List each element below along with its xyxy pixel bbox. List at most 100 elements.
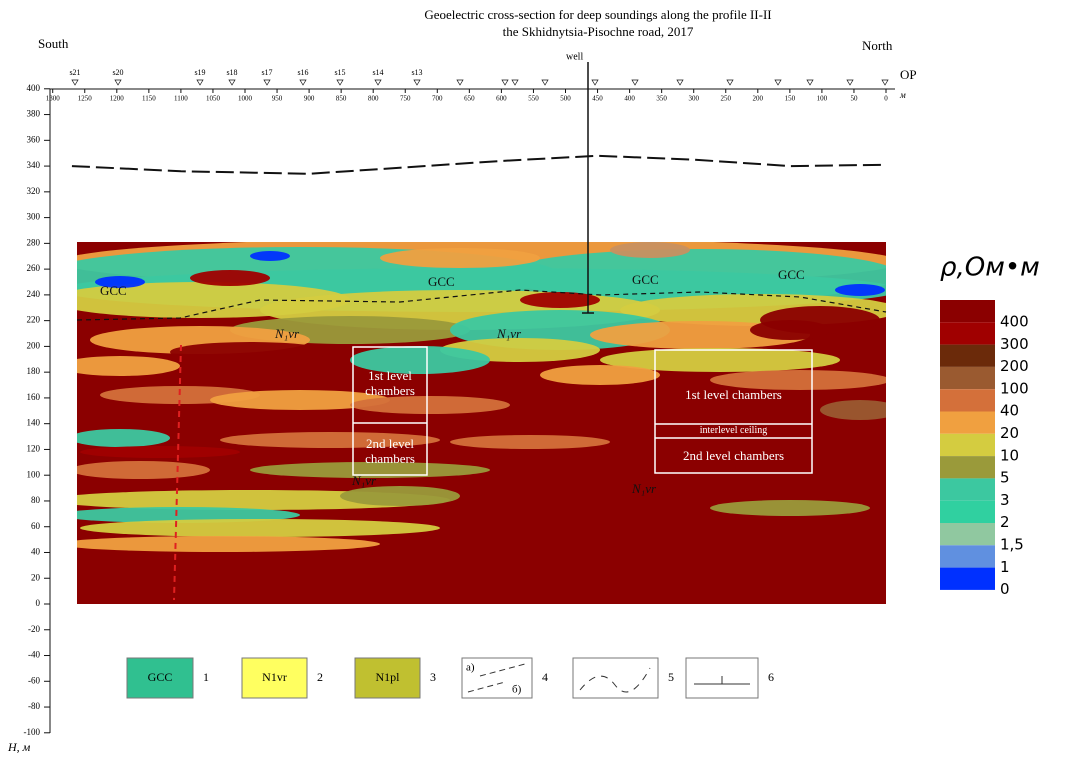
y-label: H, м: [7, 740, 31, 754]
scale-block: [940, 478, 995, 501]
x-tick-label: 200: [753, 95, 764, 103]
resistivity-patch: [77, 356, 180, 376]
legend-box: [461, 657, 533, 699]
y-tick-label: 280: [27, 237, 41, 247]
resistivity-patch: [77, 429, 170, 447]
x-unit: м: [899, 90, 906, 100]
scale-block: [940, 411, 995, 434]
section: [77, 242, 886, 604]
chamber-label: 2nd level chambers: [682, 448, 785, 463]
y-tick-label: 300: [27, 212, 41, 222]
legend-box: [241, 657, 308, 699]
scale-block: [940, 433, 995, 457]
legend-label: GCC: [148, 670, 173, 684]
scale-block: [940, 523, 995, 546]
x-tick-label: 1100: [174, 95, 188, 103]
scale-block: [940, 322, 995, 345]
scale-block: [940, 344, 995, 367]
station-label: s13: [411, 68, 422, 77]
x-tick-label: 250: [721, 95, 732, 103]
scale-block: [940, 545, 995, 568]
legend-box: [126, 657, 194, 699]
resistivity-patch: [77, 507, 300, 523]
scale-label: 5: [1000, 469, 1010, 487]
legend-number: 1: [203, 670, 209, 684]
scale-block: [940, 567, 995, 590]
y-tick-label: 20: [31, 572, 41, 582]
y-tick-label: -60: [28, 675, 40, 685]
y-tick-label: 120: [27, 444, 41, 454]
legend-label-b: б): [512, 684, 522, 696]
y-tick-label: 60: [31, 521, 41, 531]
legend-number: 4: [542, 670, 548, 684]
legend-box: [354, 657, 421, 699]
scale-label: 20: [1000, 424, 1019, 442]
station-mark: [501, 79, 509, 86]
y-tick-label: 80: [31, 495, 41, 505]
station-label: s18: [226, 68, 237, 77]
resistivity-patch: [835, 284, 885, 296]
surface-line: [71, 154, 887, 175]
resistivity-patch: [710, 500, 870, 516]
x-tick-label: 300: [688, 95, 699, 103]
chamber-box: [352, 346, 428, 476]
scale-label: 10: [1000, 446, 1019, 464]
resistivity-patch: [77, 461, 210, 479]
scale-label: 100: [1000, 379, 1029, 397]
y-tick-label: 140: [27, 418, 41, 428]
resistivity-patch: [520, 292, 600, 308]
scale-block: [940, 366, 995, 390]
scale-label: 300: [1000, 335, 1029, 353]
resistivity-patch: [190, 270, 270, 286]
station-mark: [881, 79, 889, 86]
section-label: N₁vr: [351, 473, 377, 488]
y-tick-label: 100: [27, 469, 41, 479]
resistivity-patch: [250, 462, 490, 478]
resistivity-patch: [250, 251, 290, 261]
station-label: s19: [194, 68, 205, 77]
section-label: N₁vr: [274, 326, 300, 341]
station-mark: [541, 79, 549, 86]
x-tick-label: 1200: [110, 95, 125, 103]
resistivity-patch: [710, 370, 886, 390]
y-tick-label: 380: [27, 109, 41, 119]
x-tick-label: 650: [464, 95, 475, 103]
scale-label: 1,5: [1000, 536, 1024, 554]
resistivity-patch: [220, 432, 440, 448]
scale-label: 200: [1000, 357, 1029, 375]
station-mark: [263, 79, 271, 86]
station-mark: [631, 79, 639, 86]
station-mark: [591, 79, 599, 86]
fault-line: [173, 344, 182, 601]
section-label: GCC: [100, 283, 127, 298]
station-label: s15: [334, 68, 345, 77]
y-tick-label: 320: [27, 186, 41, 196]
x-tick-label: 1300: [46, 95, 61, 103]
station-mark: [806, 79, 814, 86]
legend-label: N1pl: [376, 670, 401, 684]
station-mark: [299, 79, 307, 86]
profile-label: OP: [900, 67, 917, 82]
legend-number: 3: [430, 670, 436, 684]
station-mark: [71, 79, 79, 86]
x-tick-label: 1050: [206, 95, 221, 103]
x-tick-label: 0: [884, 95, 888, 103]
y-tick-label: -80: [28, 701, 40, 711]
x-tick-label: 850: [336, 95, 347, 103]
y-tick-label: 340: [27, 160, 41, 170]
legend-number: 6: [768, 670, 774, 684]
x-tick-label: 550: [528, 95, 539, 103]
legend-curve: [579, 667, 651, 693]
scale-title: ρ,Ом•м: [940, 253, 1040, 283]
y-tick-label: 360: [27, 134, 41, 144]
resistivity-patch: [350, 346, 490, 374]
title: Geoelectric cross-section for deep sound…: [424, 7, 771, 22]
station-label: s17: [261, 68, 272, 77]
chamber-label: 2nd level chambers: [365, 436, 415, 466]
boundary-line: [76, 289, 887, 321]
north-label: North: [862, 38, 893, 53]
x-tick-label: 400: [624, 95, 635, 103]
y-tick-label: 200: [27, 340, 41, 350]
x-tick-label: 500: [560, 95, 571, 103]
